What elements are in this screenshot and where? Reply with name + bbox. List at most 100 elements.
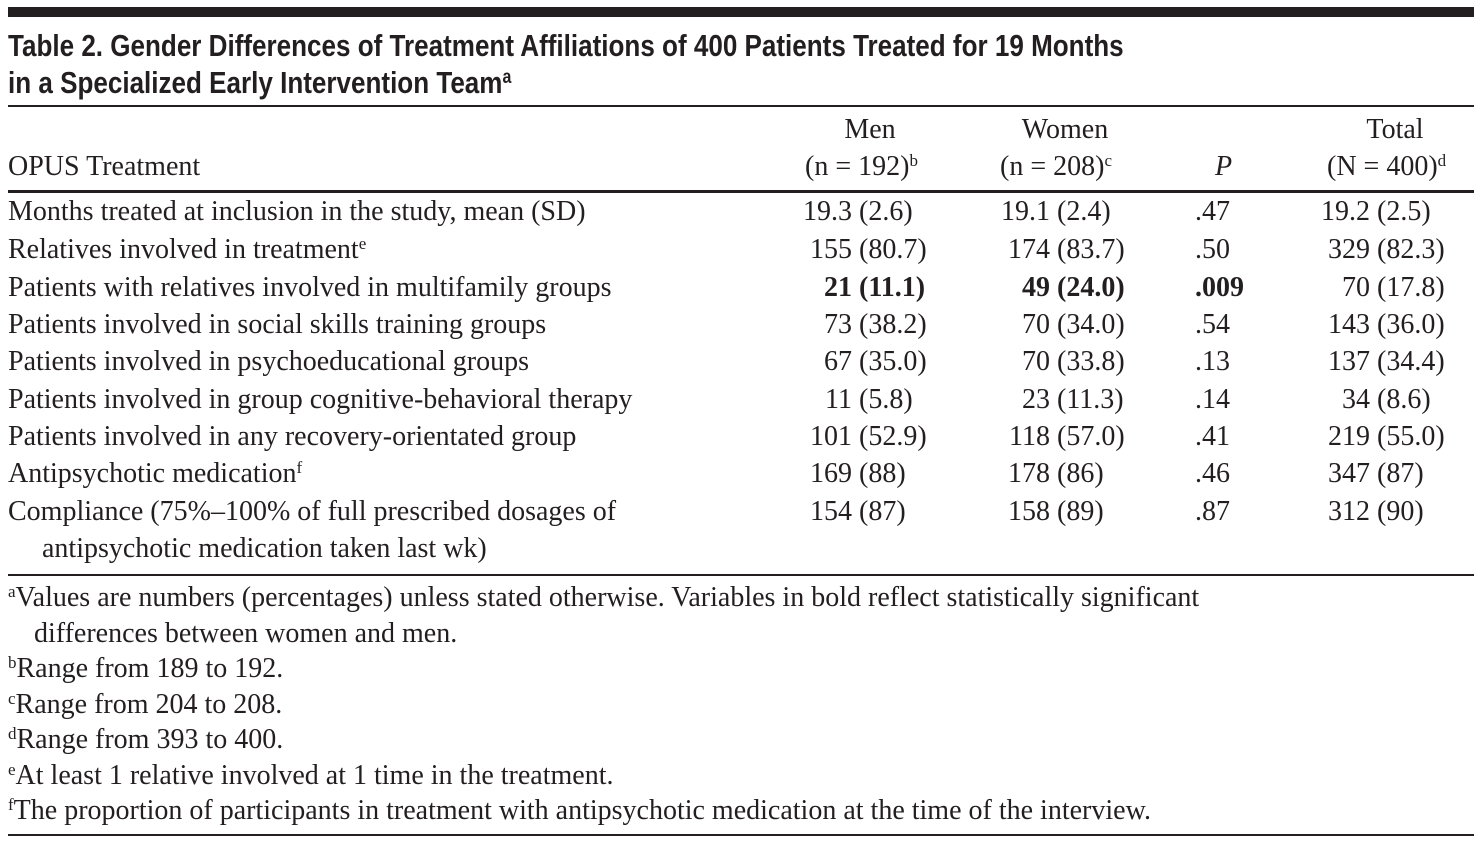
men-count: 73 [824,309,852,340]
footnote: bRange from 189 to 192. [8,653,284,684]
p-value: .47 [1195,196,1230,227]
women-percent: (57.0) [1057,421,1125,452]
footnote: eAt least 1 relative involved at 1 time … [8,759,614,791]
men-percent: (52.9) [859,421,927,452]
header-p: P [1215,151,1233,182]
women-percent: (11.3) [1057,384,1124,415]
men-count: 155 [810,234,852,265]
men-percent: (80.7) [859,234,927,265]
total-count: 312 [1328,496,1370,527]
row-label: Antipsychotic medicationf [8,458,303,489]
p-value: .50 [1195,234,1230,265]
women-percent: (86) [1057,458,1104,489]
women-percent: (34.0) [1057,309,1125,340]
row-label: Compliance (75%–100% of full prescribed … [8,496,617,527]
p-value: .009 [1195,272,1244,303]
total-count: 19.2 [1321,196,1370,227]
row-label: Months treated at inclusion in the study… [8,196,586,227]
table-title-2: in a Specialized Early Intervention Team… [8,65,511,101]
header-women-n: (n = 208)c [1000,151,1112,182]
women-count: 23 [1022,384,1050,415]
footnote-mark: e [8,759,16,779]
women-count: 49 [1022,272,1050,303]
row-label: Patients involved in group cognitive-beh… [8,384,633,415]
men-count: 154 [810,496,852,527]
header-rule [8,190,1474,193]
header-men: Men [844,114,896,145]
men-count: 11 [825,384,852,415]
total-percent: (2.5) [1377,196,1431,227]
bottom-rule [8,834,1474,836]
women-count: 174 [1008,234,1050,265]
footnote-mark: d [8,724,17,743]
row-label-continued: antipsychotic medication taken last wk) [42,533,487,564]
header-men-n: (n = 192)b [805,151,918,182]
title-footnote-mark: a [502,67,512,88]
p-value: .87 [1195,496,1230,527]
total-count: 137 [1328,346,1370,377]
p-value: .41 [1195,421,1230,452]
footnote: dRange from 393 to 400. [8,724,284,755]
footnote: fThe proportion of participants in treat… [8,795,1151,826]
p-value: .46 [1195,458,1230,489]
men-count: 169 [810,458,852,489]
header-opus-treatment: OPUS Treatment [8,151,201,182]
total-count: 34 [1342,384,1370,415]
women-count: 158 [1008,496,1050,527]
footnote-mark: a [8,582,16,601]
men-count: 101 [810,421,852,452]
row-label: Patients with relatives involved in mult… [8,272,612,303]
men-percent: (35.0) [859,346,927,377]
men-count: 19.3 [803,196,852,227]
men-percent: (87) [859,496,906,527]
total-count: 219 [1328,421,1370,452]
body-rule [8,574,1474,576]
header-total: Total [1366,114,1424,145]
men-count: 21 [824,272,852,303]
women-percent: (24.0) [1057,272,1125,303]
total-percent: (36.0) [1377,309,1445,340]
total-percent: (90) [1377,496,1424,527]
total-count: 143 [1328,309,1370,340]
title-rule [8,105,1474,107]
women-count: 178 [1008,458,1050,489]
total-count: 70 [1342,272,1370,303]
women-count: 70 [1022,309,1050,340]
table-title: Table 2. Gender Differences of Treatment… [8,28,1124,64]
p-value: .13 [1195,346,1230,377]
row-label: Relatives involved in treatmente [8,234,367,265]
total-percent: (8.6) [1377,384,1431,415]
row-label: Patients involved in psychoeducational g… [8,346,530,377]
men-percent: (38.2) [859,309,927,340]
footnote-mark: c [8,688,16,708]
row-label: Patients involved in any recovery-orient… [8,421,577,452]
header-women: Women [1021,114,1109,145]
p-value: .54 [1195,309,1230,340]
men-percent: (5.8) [859,384,913,415]
women-percent: (83.7) [1057,234,1125,265]
p-value: .14 [1195,384,1230,415]
total-count: 329 [1328,234,1370,265]
footnote-mark: b [8,653,17,672]
top-rule [8,7,1474,17]
row-footnote-mark: f [296,458,303,477]
women-count: 70 [1022,346,1050,377]
total-percent: (17.8) [1377,272,1445,303]
total-percent: (34.4) [1377,346,1445,377]
men-percent: (11.1) [859,272,926,303]
title-line-1: Table 2. Gender Differences of Treatment… [8,28,1124,63]
total-percent: (87) [1377,458,1424,489]
total-percent: (82.3) [1377,234,1445,265]
footnote: aValues are numbers (percentages) unless… [8,582,1200,613]
men-percent: (2.6) [859,196,913,227]
total-percent: (55.0) [1377,421,1445,452]
total-count: 347 [1328,458,1370,489]
title-line-2: in a Specialized Early Intervention Team [8,65,503,100]
women-count: 118 [1009,421,1050,452]
footnote: cRange from 204 to 208. [8,688,283,720]
men-percent: (88) [859,458,906,489]
men-count: 67 [824,346,852,377]
footnote-continued: differences between women and men. [34,617,458,649]
women-percent: (33.8) [1057,346,1125,377]
